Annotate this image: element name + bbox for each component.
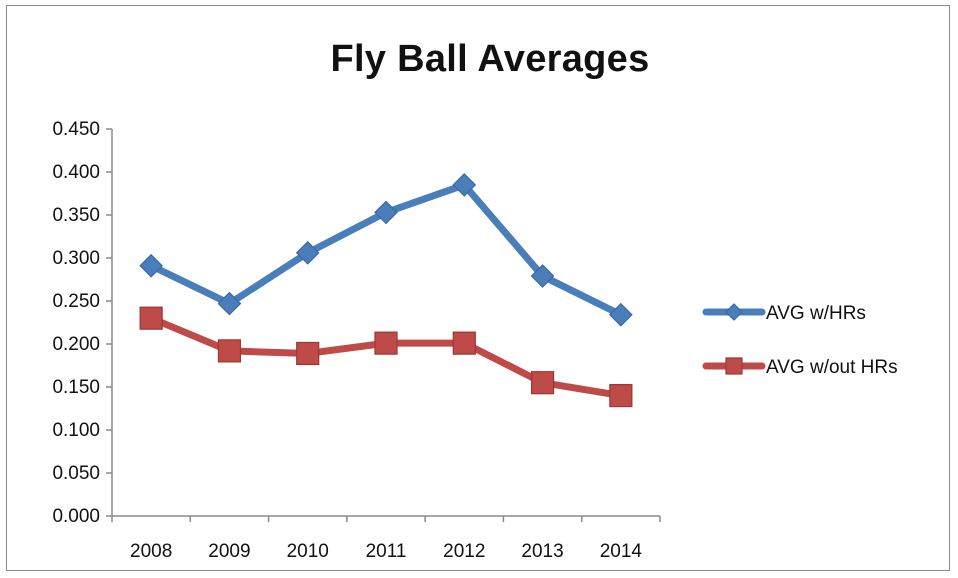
data-point xyxy=(374,331,398,355)
y-tick-label: 0.350 xyxy=(52,205,100,226)
x-tick-label: 2014 xyxy=(600,541,643,562)
legend-marker xyxy=(725,357,743,375)
series-group xyxy=(139,173,633,408)
x-tick-label: 2010 xyxy=(287,541,329,562)
chart-frame xyxy=(6,5,950,571)
data-point xyxy=(452,331,476,355)
data-point xyxy=(609,302,633,327)
data-point xyxy=(296,341,320,366)
axes xyxy=(106,128,661,522)
data-point xyxy=(530,264,555,288)
y-tick-labels: 0.000 0.050 0.100 0.150 0.200 0.250 0.300 0.350… xyxy=(52,119,100,527)
data-point xyxy=(452,173,477,197)
data-point xyxy=(217,339,242,363)
y-tick-label: 0.450 xyxy=(52,119,100,140)
y-tick-label: 0.100 xyxy=(52,420,100,441)
data-point xyxy=(217,291,242,316)
chart-title: Fly Ball Averages xyxy=(330,38,650,80)
y-tick-label: 0.050 xyxy=(52,463,100,484)
x-tick-label: 2008 xyxy=(130,541,172,562)
legend: AVG w/HRs AVG w/out HRs xyxy=(702,303,898,378)
y-tick-label: 0.250 xyxy=(52,291,100,312)
y-tick-label: 0.000 xyxy=(52,506,100,527)
legend-item-2: AVG w/out HRs xyxy=(702,357,898,378)
x-tick-labels: 2008 2009 2010 2011 2012 2013 2014 xyxy=(130,541,642,562)
x-tick-label: 2009 xyxy=(208,541,250,562)
legend-marker xyxy=(725,303,743,321)
data-point xyxy=(139,253,163,278)
legend-label: AVG w/HRs xyxy=(766,303,866,324)
y-tick-label: 0.200 xyxy=(52,334,100,355)
data-point xyxy=(139,306,163,330)
x-tick-label: 2012 xyxy=(443,541,485,562)
data-point xyxy=(295,240,320,265)
legend-label: AVG w/out HRs xyxy=(766,357,898,378)
y-tick-label: 0.150 xyxy=(52,377,100,398)
x-tick-label: 2011 xyxy=(366,541,407,562)
legend-item-1: AVG w/HRs xyxy=(702,303,866,324)
y-tick-label: 0.300 xyxy=(52,248,100,269)
series-1 xyxy=(139,173,633,327)
data-point xyxy=(374,200,398,225)
y-tick-label: 0.400 xyxy=(52,162,100,183)
series-2 xyxy=(139,306,633,408)
x-tick-label: 2013 xyxy=(521,541,563,562)
data-point xyxy=(530,371,555,395)
data-point xyxy=(609,384,633,408)
